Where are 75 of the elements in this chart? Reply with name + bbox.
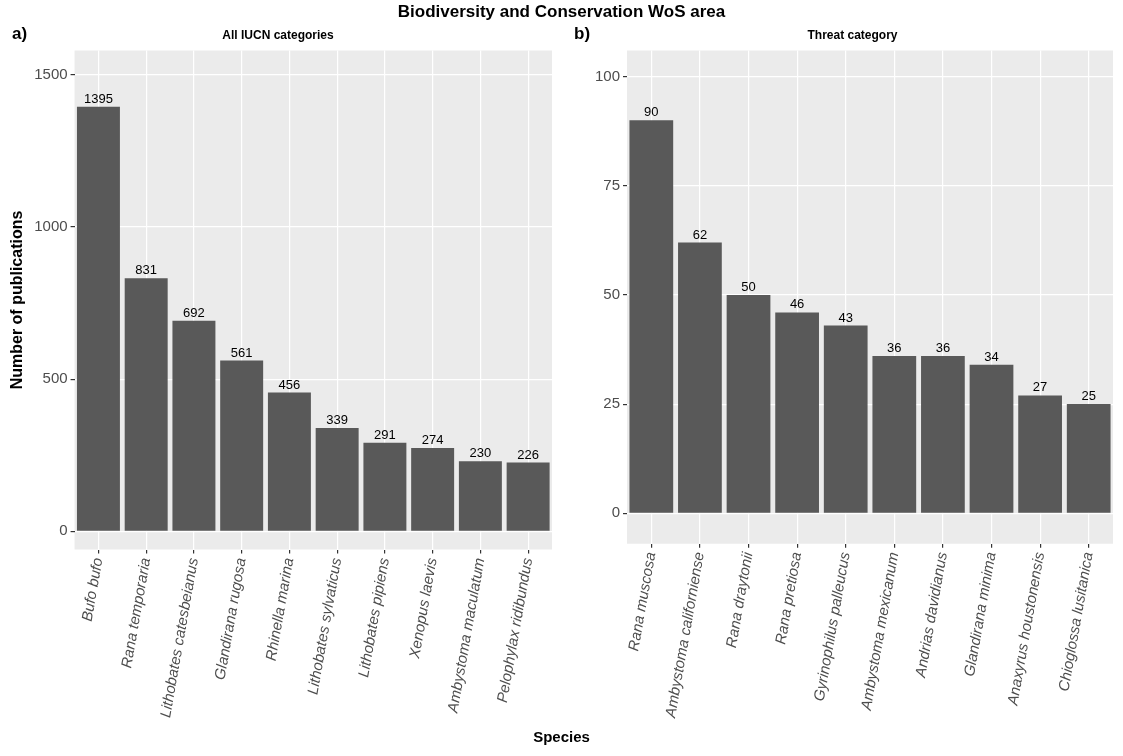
bar <box>1018 395 1062 513</box>
data-label: 456 <box>278 376 301 392</box>
data-label: 561 <box>230 344 253 360</box>
y-tick-label: 500 <box>42 369 68 387</box>
bar <box>76 106 120 531</box>
x-tick-label: Glandirana minima <box>959 550 999 678</box>
bar <box>921 356 965 513</box>
x-tick-label: Ambystoma maculatum <box>443 556 488 715</box>
data-label: 1395 <box>83 90 113 106</box>
data-label: 90 <box>644 104 659 120</box>
x-tick-label: Pelophylax ridibundus <box>492 555 536 704</box>
data-label: 226 <box>517 446 539 462</box>
data-label: 274 <box>421 431 444 447</box>
x-tick-label: Ambystoma californiense <box>660 550 707 720</box>
data-label: 50 <box>741 279 756 295</box>
x-tick-label: Lithobates pipiens <box>354 555 393 679</box>
data-label: 25 <box>1081 388 1096 404</box>
bar <box>726 294 771 513</box>
data-label: 692 <box>183 304 205 320</box>
bar <box>267 392 311 531</box>
bar <box>172 320 216 531</box>
y-tick-label: 1000 <box>34 217 68 235</box>
x-tick-label: Rana draytonii <box>722 550 756 649</box>
data-label: 230 <box>469 445 492 461</box>
y-tick-label: 50 <box>603 285 621 303</box>
y-tick-label: 0 <box>611 503 621 521</box>
data-label: 291 <box>374 426 396 442</box>
x-tick-label: Lithobates sylvaticus <box>303 555 345 696</box>
bar <box>969 364 1014 513</box>
data-label: 34 <box>984 348 999 364</box>
data-label: 62 <box>692 226 708 242</box>
data-label: 27 <box>1032 379 1048 395</box>
x-tick-label: Ambystoma mexicanum <box>856 550 902 713</box>
chart-subtitle: Threat category <box>807 27 898 42</box>
bar <box>629 120 674 513</box>
y-tick-label: 0 <box>59 521 68 539</box>
x-tick-label: Bufo bufo <box>77 556 106 623</box>
x-tick-label: Rana temporaria <box>117 556 154 670</box>
bar <box>506 462 550 531</box>
bar <box>1066 404 1111 513</box>
bar <box>458 461 502 531</box>
x-axis-title: Species <box>532 728 591 745</box>
bar <box>220 360 264 531</box>
data-label: 43 <box>838 309 853 325</box>
bar <box>363 442 407 531</box>
bar <box>678 242 722 513</box>
x-tick-label: Andrias davidianus <box>911 550 951 680</box>
bar <box>411 447 455 531</box>
x-tick-label: Chioglossa lusitanica <box>1054 550 1096 693</box>
x-tick-label: Glandirana rugosa <box>210 556 249 681</box>
data-label: 339 <box>326 412 349 428</box>
y-tick-label: 25 <box>603 394 621 412</box>
bar <box>124 278 168 531</box>
bar <box>775 312 819 513</box>
bar <box>872 356 917 513</box>
data-label: 46 <box>789 296 805 312</box>
bar <box>823 325 868 513</box>
x-tick-label: Xenopus laevis <box>405 555 440 661</box>
chart-subtitle: All IUCN categories <box>222 27 334 42</box>
x-tick-label: Lithobates catesbeianus <box>156 555 202 719</box>
x-tick-label: Gyrinophilus palleucus <box>809 550 853 703</box>
bar <box>315 428 359 531</box>
text: b) <box>574 24 591 44</box>
y-tick-label: 1500 <box>34 64 68 82</box>
x-tick-label: Rana muscosa <box>624 550 659 653</box>
x-tick-label: Rhinella marina <box>261 556 297 662</box>
chart-title: Biodiversity and Conservation WoS area <box>396 2 727 22</box>
y-axis-title: Number of publications <box>8 210 26 390</box>
data-label: 36 <box>887 340 902 356</box>
x-tick-label: Rana pretiosa <box>771 550 805 646</box>
y-tick-label: 100 <box>595 66 621 84</box>
data-label: 831 <box>135 262 158 278</box>
y-tick-label: 75 <box>603 175 621 193</box>
text: a) <box>12 24 28 44</box>
data-label: 36 <box>935 340 951 356</box>
